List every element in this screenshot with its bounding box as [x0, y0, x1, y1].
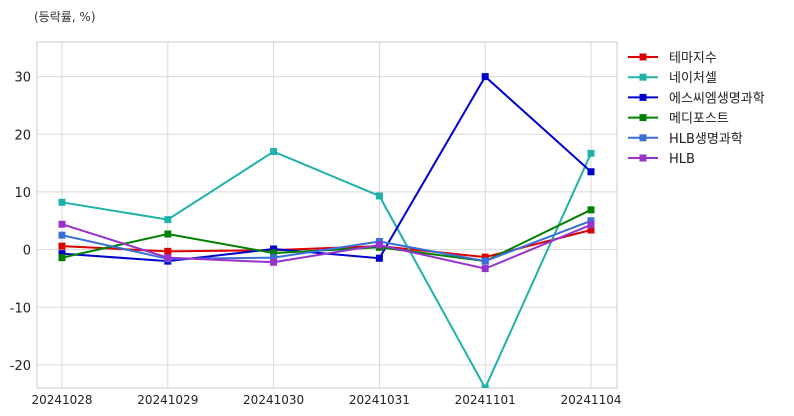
data-point: [481, 253, 489, 261]
legend-marker: [639, 73, 647, 81]
data-point: [270, 249, 278, 257]
y-tick-label: -20: [10, 359, 31, 374]
series-1: [58, 226, 595, 261]
y-tick-label: 0: [23, 244, 31, 259]
series-line: [61, 150, 592, 388]
series-3: [58, 73, 595, 265]
data-point: [164, 216, 172, 224]
data-point: [270, 258, 278, 266]
data-point: [58, 220, 66, 228]
legend-label: HLB생명과학: [669, 132, 743, 147]
y-tick-label: 30: [14, 71, 31, 86]
legend-label: 테마지수: [669, 51, 717, 66]
series-line: [61, 219, 592, 263]
data-point: [587, 221, 595, 229]
x-tick-label: 20241101: [455, 393, 516, 407]
x-tick-label: 20241030: [243, 393, 304, 407]
unit-label: (등락률, %): [34, 10, 96, 24]
x-tick-label: 20241031: [349, 393, 410, 407]
data-point: [58, 254, 66, 262]
data-point: [481, 265, 489, 273]
legend-label: 에스씨엠생명과학: [669, 91, 765, 106]
data-point: [270, 245, 278, 253]
data-point: [587, 168, 595, 176]
legend-label: 네이처셀: [669, 71, 717, 86]
legend-marker: [639, 114, 647, 122]
series-line: [61, 75, 592, 263]
legend-marker: [639, 154, 647, 162]
data-point: [164, 247, 172, 255]
data-point: [375, 254, 383, 262]
y-tick-label: 20: [14, 128, 31, 143]
data-point: [58, 250, 66, 258]
x-tick-label: 20241029: [137, 393, 198, 407]
legend-marker: [639, 134, 647, 142]
data-point: [587, 149, 595, 157]
data-point: [58, 242, 66, 250]
data-point: [58, 231, 66, 239]
data-point: [481, 73, 489, 81]
data-point: [481, 384, 489, 388]
legend-marker: [639, 93, 647, 101]
data-point: [587, 206, 595, 214]
series-2: [58, 148, 595, 388]
data-point: [164, 254, 172, 262]
legend-label: HLB: [669, 152, 695, 167]
data-point: [58, 198, 66, 206]
series-line: [61, 223, 592, 270]
data-point: [375, 192, 383, 200]
data-point: [164, 230, 172, 238]
data-point: [587, 226, 595, 234]
data-point: [587, 217, 595, 225]
y-tick-label: 10: [14, 186, 31, 201]
plot-area: [36, 41, 618, 389]
legend-marker: [639, 53, 647, 61]
x-tick-label: 20241028: [31, 393, 92, 407]
data-point: [270, 148, 278, 156]
data-point: [270, 254, 278, 262]
data-point: [481, 257, 489, 265]
legend-label: 메디포스트: [669, 112, 729, 127]
y-tick-label: -10: [10, 301, 31, 316]
data-point: [375, 241, 383, 249]
series-6: [58, 220, 595, 273]
x-tick-label: 20241104: [560, 393, 621, 407]
